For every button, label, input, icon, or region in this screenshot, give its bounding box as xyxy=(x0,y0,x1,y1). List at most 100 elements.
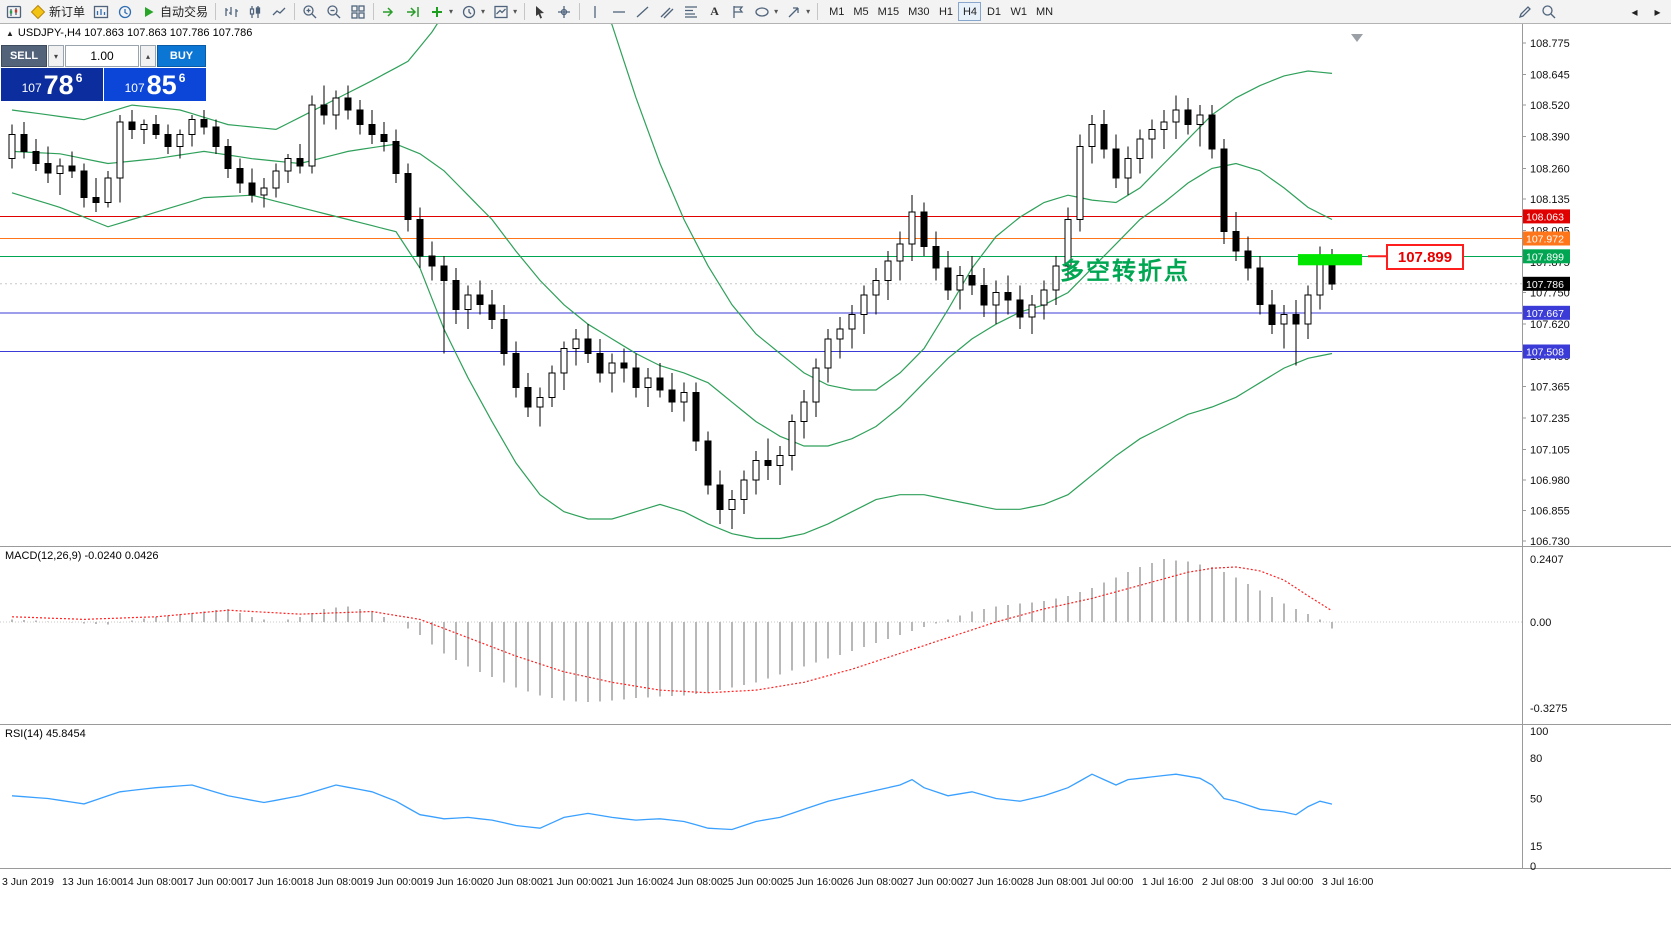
bollinger-upper-band xyxy=(11,24,1333,391)
line-chart-button[interactable] xyxy=(267,1,291,22)
auto-scroll-button[interactable] xyxy=(377,1,401,22)
market-watch-icon xyxy=(118,5,132,18)
timeframe-button-w1[interactable]: W1 xyxy=(1006,2,1031,21)
timeframe-button-d1[interactable]: D1 xyxy=(982,2,1005,21)
candle xyxy=(1160,121,1168,130)
channel-button[interactable] xyxy=(655,1,679,22)
candle xyxy=(464,294,472,311)
trendline-button[interactable] xyxy=(631,1,655,22)
auto-trading-button[interactable]: 自动交易 xyxy=(137,1,212,22)
timeframe-button-mn[interactable]: MN xyxy=(1032,2,1057,21)
toolbar-separator xyxy=(294,3,296,20)
periods-icon xyxy=(462,5,476,18)
timeframe-button-m1[interactable]: M1 xyxy=(825,2,848,21)
candle xyxy=(944,267,952,291)
edit-button[interactable] xyxy=(1513,1,1537,22)
toolbar-separator xyxy=(215,3,217,20)
candle xyxy=(452,279,460,311)
tile-windows-button[interactable] xyxy=(346,1,370,22)
volume-decrease-button[interactable]: ▾ xyxy=(48,45,64,67)
volume-input[interactable] xyxy=(65,45,139,67)
candle xyxy=(980,284,988,306)
highlight-rectangle[interactable] xyxy=(1298,254,1362,266)
periods-button[interactable]: ▾ xyxy=(457,1,489,22)
candle xyxy=(1268,304,1276,325)
macd-histogram xyxy=(11,559,1333,702)
search-button[interactable] xyxy=(1537,1,1561,22)
time-axis-label: 18 Jun 08:00 xyxy=(302,876,363,888)
scroll-right-button[interactable]: ▸ xyxy=(1646,1,1669,22)
buy-button[interactable]: BUY xyxy=(157,45,206,67)
crosshair-button[interactable] xyxy=(552,1,576,22)
sell-button[interactable]: SELL xyxy=(1,45,47,67)
candlestick-series xyxy=(8,85,1336,529)
bar-chart-button[interactable] xyxy=(219,1,243,22)
zoom-out-button[interactable] xyxy=(322,1,346,22)
templates-button[interactable]: ▾ xyxy=(489,1,521,22)
timeframe-button-m30[interactable]: M30 xyxy=(904,2,933,21)
auto-scroll-icon xyxy=(383,6,394,17)
candle xyxy=(320,104,328,116)
chart-shift-marker[interactable] xyxy=(1351,34,1363,42)
volume-increase-button[interactable]: ▴ xyxy=(140,45,156,67)
axis-tick-label: 106.855 xyxy=(1530,506,1570,518)
channel-icon xyxy=(660,7,674,18)
candle xyxy=(776,455,784,466)
macd-label: MACD(12,26,9) -0.0240 0.0426 xyxy=(5,550,159,562)
macd-signal-line xyxy=(11,566,1333,694)
indicators-icon xyxy=(432,6,443,17)
zoom-in-button[interactable] xyxy=(298,1,322,22)
toolbar-separator xyxy=(579,3,581,20)
text-label-button[interactable] xyxy=(726,1,750,22)
vertical-line-button[interactable] xyxy=(583,1,607,22)
indicators-button[interactable]: ▾ xyxy=(425,1,457,22)
scroll-left-button[interactable]: ◂ xyxy=(1623,1,1646,22)
new-chart-icon xyxy=(6,5,22,18)
line-chart-icon xyxy=(272,7,286,15)
candle xyxy=(764,460,772,467)
axis-tick-label: 0.2407 xyxy=(1530,554,1564,566)
axis-tick-label: 0 xyxy=(1530,861,1536,873)
candle xyxy=(164,133,172,148)
timeframe-button-m5[interactable]: M5 xyxy=(849,2,872,21)
candle xyxy=(1220,148,1228,233)
new-order-button[interactable]: 新订单 xyxy=(26,1,89,22)
main-toolbar: 新订单 自动交易 ▾ ▾ ▾ xyxy=(0,0,1671,24)
candle xyxy=(956,275,964,291)
shapes-button[interactable]: ▾ xyxy=(750,1,782,22)
time-axis-label: 27 Jun 00:00 xyxy=(902,876,963,888)
chart-shift-button[interactable] xyxy=(401,1,425,22)
timeframe-button-m15[interactable]: M15 xyxy=(874,2,903,21)
candle xyxy=(260,187,268,196)
fibonacci-button[interactable] xyxy=(679,1,703,22)
chevron-down-icon: ▾ xyxy=(774,7,779,16)
chart-canvas[interactable]: 108.775 108.645 108.520 108.390 108.260 108.1… xyxy=(0,24,1671,951)
chart-annotation-text[interactable]: 多空转折点 xyxy=(1060,258,1190,285)
timeframe-button-h4[interactable]: H4 xyxy=(958,2,982,21)
sell-price-display[interactable]: 107 78 6 xyxy=(1,68,103,101)
arrows-button[interactable]: ▾ xyxy=(782,1,814,22)
cursor-button[interactable] xyxy=(528,1,552,22)
profiles-button[interactable] xyxy=(89,1,113,22)
axis-tick-label: 15 xyxy=(1530,841,1542,853)
candle xyxy=(848,314,856,330)
time-axis-label: 17 Jun 16:00 xyxy=(242,876,303,888)
fibonacci-icon xyxy=(685,5,698,18)
candle xyxy=(1304,294,1312,325)
candle xyxy=(740,479,748,501)
horizontal-line-button[interactable] xyxy=(607,1,631,22)
price-axis[interactable]: 108.775 108.645 108.520 108.390 108.260 108.1… xyxy=(1522,38,1570,548)
price-tag-label: 107.508 xyxy=(1526,347,1564,359)
time-axis[interactable]: 3 Jun 2019 13 Jun 16:00 14 Jun 08:00 17 Jun… xyxy=(2,876,1374,888)
price-tags: 108.063 107.972 107.899 107.667 107.508 107.7… xyxy=(1523,209,1570,359)
market-watch-button[interactable] xyxy=(113,1,137,22)
candle xyxy=(1208,114,1216,150)
buy-price-display[interactable]: 107 85 6 xyxy=(104,68,206,101)
tile-windows-icon xyxy=(351,4,365,19)
timeframe-button-h1[interactable]: H1 xyxy=(934,2,957,21)
candlestick-chart-button[interactable] xyxy=(243,1,267,22)
price-callout-box[interactable]: 107.899 xyxy=(1386,244,1464,270)
text-tool-icon: A xyxy=(710,4,719,18)
text-button[interactable]: A xyxy=(703,1,726,22)
new-chart-button[interactable] xyxy=(2,1,26,22)
